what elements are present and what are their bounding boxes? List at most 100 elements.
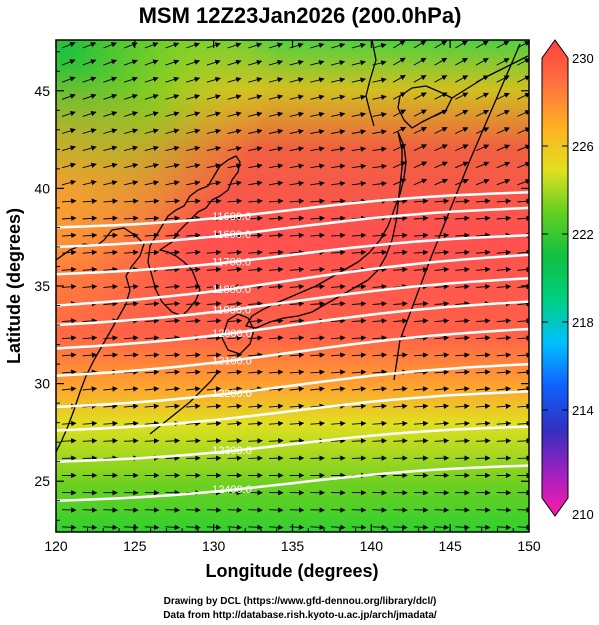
- wind-vector: [165, 42, 180, 49]
- wind-vector: [227, 507, 243, 513]
- y-tick-label: 35: [34, 278, 50, 294]
- wind-vector: [103, 145, 118, 152]
- wind-vector: [455, 318, 470, 324]
- wind-vector: [123, 59, 138, 66]
- wind-vector: [393, 215, 408, 221]
- wind-vector: [206, 180, 222, 186]
- wind-vectors: [61, 40, 529, 531]
- wind-vector: [82, 318, 98, 324]
- wind-vector: [144, 386, 160, 392]
- wind-vector: [165, 94, 180, 100]
- wind-vector: [165, 352, 181, 358]
- wind-vector: [123, 111, 139, 117]
- wind-vector: [496, 215, 512, 221]
- wind-vector: [517, 41, 529, 49]
- wind-vector: [165, 76, 180, 83]
- wind-vector: [227, 420, 243, 427]
- wind-vector: [310, 163, 325, 169]
- wind-vector: [310, 352, 325, 358]
- wind-vector: [496, 352, 512, 358]
- wind-vector: [351, 524, 367, 531]
- x-tick-label: 130: [202, 538, 226, 554]
- wind-vector: [248, 215, 263, 221]
- wind-vector: [331, 283, 346, 290]
- wind-vector: [61, 318, 77, 324]
- wind-vector: [517, 144, 529, 152]
- wind-vector: [475, 266, 491, 273]
- wind-vector: [434, 144, 448, 152]
- wind-vector: [124, 198, 139, 204]
- kuril-islands: [451, 55, 529, 99]
- wind-vector: [144, 301, 160, 307]
- wind-vector: [61, 76, 76, 83]
- kyushu-coastline: [221, 313, 255, 355]
- wind-vector: [268, 146, 284, 152]
- wind-vector: [165, 403, 180, 409]
- wind-vector: [413, 109, 427, 117]
- wind-vector: [227, 266, 243, 273]
- wind-vector: [289, 266, 305, 273]
- wind-vector: [434, 40, 448, 49]
- wind-vector: [372, 60, 387, 66]
- wind-vector: [331, 318, 346, 324]
- wind-vector: [455, 524, 470, 531]
- wind-vector: [331, 180, 346, 187]
- wind-vector: [103, 128, 118, 134]
- wind-vector: [61, 438, 77, 444]
- wind-vector: [310, 420, 325, 427]
- wind-vector: [455, 507, 470, 513]
- wind-vector: [124, 180, 139, 186]
- wind-vector: [413, 335, 429, 341]
- wind-vector: [310, 111, 325, 118]
- wind-vector: [186, 111, 201, 117]
- wind-vector: [289, 180, 305, 187]
- wind-vector: [61, 283, 77, 290]
- y-tick-label: 30: [34, 376, 50, 392]
- wind-vector: [186, 215, 201, 221]
- wind-vector: [393, 318, 408, 324]
- wind-vector: [434, 403, 450, 409]
- wind-vector: [372, 77, 387, 83]
- colorbar-label: 222: [572, 227, 594, 242]
- wind-vector: [413, 215, 429, 221]
- wind-vector: [351, 386, 367, 392]
- wind-vector: [206, 318, 222, 324]
- wind-vector: [393, 249, 408, 256]
- wind-vector: [61, 145, 76, 152]
- wind-vector: [61, 524, 77, 531]
- wind-vector: [124, 335, 139, 341]
- wind-vector: [455, 178, 469, 186]
- wind-vector: [289, 420, 305, 427]
- wind-vector: [206, 283, 222, 290]
- wind-vector: [103, 266, 118, 273]
- wind-vector: [82, 420, 98, 427]
- chart-title: MSM 12Z23Jan2026 (200.0hPa): [139, 3, 462, 28]
- wind-vector: [475, 40, 489, 49]
- wind-vector: [165, 59, 180, 66]
- wind-vector: [351, 369, 367, 375]
- wind-vector: [434, 57, 448, 66]
- wind-vector: [475, 524, 491, 531]
- wind-vector: [82, 42, 97, 49]
- wind-vector: [455, 75, 469, 83]
- wind-vector: [372, 43, 387, 49]
- wind-vector: [268, 507, 284, 513]
- wind-vector: [268, 403, 284, 409]
- wind-vector: [227, 146, 242, 152]
- wind-vector: [82, 524, 98, 531]
- wind-vector: [413, 403, 429, 409]
- wind-vector: [186, 266, 201, 273]
- wind-vector: [82, 215, 98, 221]
- wind-vector: [289, 60, 304, 66]
- wind-vector: [82, 128, 97, 134]
- wind-vector: [434, 352, 450, 358]
- wind-vector: [392, 74, 406, 83]
- wind-vector: [310, 215, 325, 221]
- wind-vector: [227, 215, 243, 221]
- wind-vector: [517, 369, 529, 375]
- wind-vector: [310, 198, 325, 204]
- wind-vector: [165, 524, 181, 531]
- wind-vector: [372, 369, 388, 375]
- wind-vector: [268, 335, 284, 341]
- wind-vector: [455, 301, 470, 307]
